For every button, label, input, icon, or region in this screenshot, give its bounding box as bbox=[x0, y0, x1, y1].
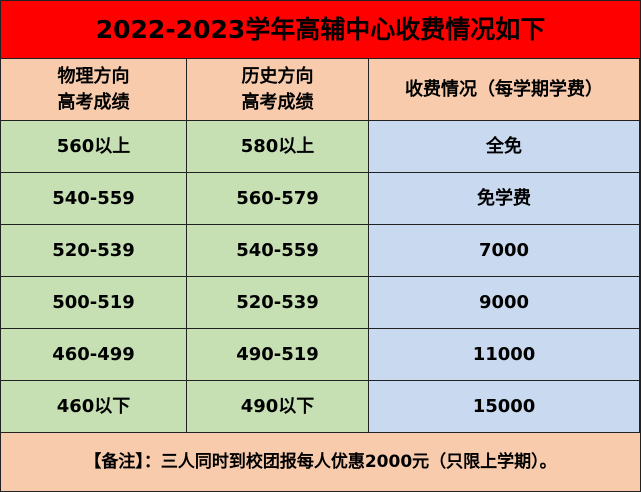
table-cell: 490-519 bbox=[187, 329, 369, 381]
header-cell: 历史方向 高考成绩 bbox=[187, 59, 369, 121]
table-cell: 520-539 bbox=[1, 225, 187, 277]
table-cell: 560以上 bbox=[1, 121, 187, 173]
table-cell: 540-559 bbox=[187, 225, 369, 277]
table-cell: 15000 bbox=[369, 381, 640, 433]
table-cell: 9000 bbox=[369, 277, 640, 329]
footnote: 【备注】：三人同时到校团报每人优惠2000元（只限上学期）。 bbox=[1, 433, 640, 491]
header-cell: 物理方向 高考成绩 bbox=[1, 59, 187, 121]
header-line: 高考成绩 bbox=[241, 91, 314, 113]
header-line: 高考成绩 bbox=[57, 91, 130, 113]
table-cell: 580以上 bbox=[187, 121, 369, 173]
table-cell: 560-579 bbox=[187, 173, 369, 225]
table-cell: 490以下 bbox=[187, 381, 369, 433]
table-cell: 全免 bbox=[369, 121, 640, 173]
header-line: 物理方向 bbox=[57, 65, 130, 87]
table-cell: 460-499 bbox=[1, 329, 187, 381]
table-cell: 520-539 bbox=[187, 277, 369, 329]
header-cell: 收费情况（每学期学费） bbox=[369, 59, 640, 121]
table-cell: 540-559 bbox=[1, 173, 187, 225]
header-line: 收费情况（每学期学费） bbox=[405, 78, 603, 100]
table-cell: 11000 bbox=[369, 329, 640, 381]
table-cell: 免学费 bbox=[369, 173, 640, 225]
table-cell: 500-519 bbox=[1, 277, 187, 329]
table-cell: 460以下 bbox=[1, 381, 187, 433]
table-cell: 7000 bbox=[369, 225, 640, 277]
table-title: 2022-2023学年高辅中心收费情况如下 bbox=[1, 1, 640, 59]
header-line: 历史方向 bbox=[241, 65, 314, 87]
